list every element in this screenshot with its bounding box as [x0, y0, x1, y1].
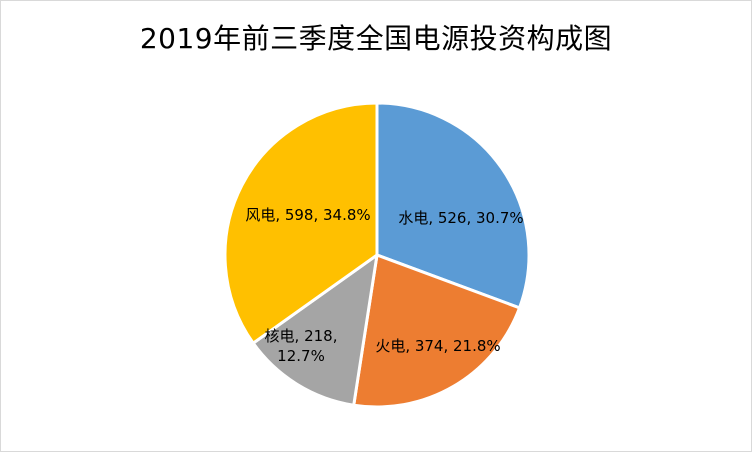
data-label-hydro: 水电, 526, 30.7% [398, 209, 523, 227]
pie-slice-nuclear [251, 253, 379, 407]
data-label-wind: 风电, 598, 34.8% [245, 206, 370, 224]
data-label-thermal: 火电, 374, 21.8% [375, 337, 500, 355]
chart-title: 2019年前三季度全国电源投资构成图 [139, 22, 613, 55]
pie-slice-thermal [352, 253, 522, 409]
data-label-nuclear: 核电, 218, 12.7% [265, 327, 338, 365]
pie-slice-hydro [375, 101, 531, 310]
pie-slice-wind [223, 101, 379, 345]
